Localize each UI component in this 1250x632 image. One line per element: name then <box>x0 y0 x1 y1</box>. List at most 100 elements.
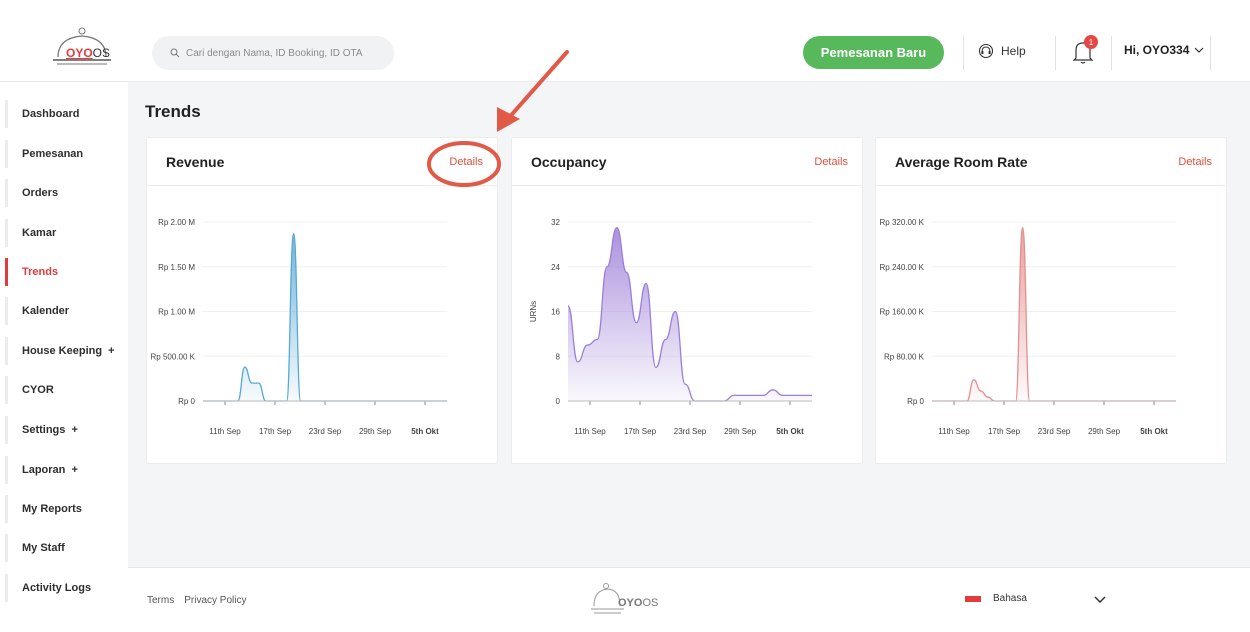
x-tick-label: 17th Sep <box>259 427 292 436</box>
card-header: Average Room Rate Details <box>876 138 1226 186</box>
search-input[interactable] <box>186 47 386 59</box>
x-tick-label: 11th Sep <box>574 427 606 436</box>
x-tick-label: 29th Sep <box>1088 427 1121 436</box>
x-tick-label: 23rd Sep <box>1038 427 1071 436</box>
x-tick-label: 23rd Sep <box>674 427 707 436</box>
sidebar-item-label: Dashboard <box>22 108 80 120</box>
occupancy-chart: 32 24 16 8 0 11th Sep 17th Sep 23rd Sep 29th Sep… <box>529 218 812 436</box>
oyo-os-logo[interactable]: OYOOS <box>48 26 128 70</box>
sidebar-item-label: Laporan + <box>22 464 78 476</box>
sidebar-item-label: Settings + <box>22 424 78 436</box>
page-title: Trends <box>145 102 201 121</box>
sidebar-item-orders[interactable]: Orders <box>5 179 128 207</box>
header-divider <box>1111 36 1112 70</box>
user-menu[interactable]: Hi, OYO334 <box>1124 43 1204 57</box>
footer-logo-os: OS <box>642 597 659 609</box>
footer-links: Terms Privacy Policy <box>147 595 246 606</box>
occupancy-card: Occupancy Details 32 24 16 8 0 11th Sep 17th S… <box>511 137 863 464</box>
average-room-rate-card: Average Room Rate Details Rp 320.00 K Rp … <box>875 137 1227 464</box>
terms-link[interactable]: Terms <box>147 595 175 606</box>
sidebar-item-house-keeping[interactable]: House Keeping + <box>5 337 128 365</box>
logo-oyo-text: OYO <box>66 46 93 60</box>
y-tick-label: Rp 0 <box>907 397 924 406</box>
sidebar-item-activity-logs[interactable]: Activity Logs <box>5 574 128 602</box>
new-booking-button[interactable]: Pemesanan Baru <box>803 36 944 69</box>
sidebar-item-label: House Keeping + <box>22 345 115 357</box>
card-title: Average Room Rate <box>895 153 1028 170</box>
sidebar-item-laporan[interactable]: Laporan + <box>5 456 128 484</box>
x-tick-label: 11th Sep <box>938 427 970 436</box>
chevron-down-icon <box>1194 47 1204 53</box>
x-tick-label: 17th Sep <box>624 427 657 436</box>
sidebar-item-settings[interactable]: Settings + <box>5 416 128 444</box>
y-tick-label: Rp 500.00 K <box>151 352 196 361</box>
headset-icon <box>978 43 994 59</box>
y-tick-label: Rp 80.00 K <box>884 352 925 361</box>
header-divider <box>1055 36 1056 70</box>
series-area <box>203 233 447 401</box>
y-tick-label: Rp 2.00 M <box>158 218 195 227</box>
logo-os-text: OS <box>92 46 111 60</box>
series-area <box>932 227 1176 401</box>
footer-logo-icon <box>591 583 624 614</box>
y-tick-label: 16 <box>551 308 560 317</box>
user-greeting: Hi, OYO334 <box>1124 43 1190 57</box>
x-tick-label: 11th Sep <box>209 427 241 436</box>
notification-bell-icon[interactable] <box>1071 38 1095 66</box>
privacy-policy-link[interactable]: Privacy Policy <box>184 595 247 606</box>
x-tick-label: 5th Okt <box>411 427 439 436</box>
bell-logo-icon <box>53 27 111 65</box>
y-tick-label: 32 <box>551 218 560 227</box>
sidebar-item-pemesanan[interactable]: Pemesanan <box>5 140 128 168</box>
sidebar-item-kamar[interactable]: Kamar <box>5 219 128 247</box>
flag-icon <box>965 595 981 602</box>
sidebar: Dashboard Pemesanan Orders Kamar Trends … <box>0 82 128 632</box>
chevron-down-icon[interactable] <box>1094 596 1106 604</box>
sidebar-item-label: My Staff <box>22 542 65 554</box>
details-link[interactable]: Details <box>814 155 848 168</box>
x-tick-label: 23rd Sep <box>309 427 342 436</box>
sidebar-item-my-reports[interactable]: My Reports <box>5 495 128 523</box>
sidebar-item-trends[interactable]: Trends <box>5 258 128 286</box>
search-box[interactable] <box>152 36 394 70</box>
footer: Terms Privacy Policy OYOOS Bahasa <box>128 567 1250 632</box>
revenue-chart: Rp 2.00 M Rp 1.50 M Rp 1.00 M Rp 500.00 K Rp… <box>151 218 447 436</box>
header-divider <box>963 36 964 70</box>
y-tick-label: Rp 1.50 M <box>158 263 195 272</box>
sidebar-item-dashboard[interactable]: Dashboard <box>5 100 128 128</box>
sidebar-item-my-staff[interactable]: My Staff <box>5 534 128 562</box>
x-tick-label: 17th Sep <box>988 427 1021 436</box>
series-line <box>567 226 812 402</box>
y-tick-label: 24 <box>551 263 560 272</box>
sidebar-item-label: Kalender <box>22 305 70 317</box>
card-header: Revenue Details <box>147 138 497 186</box>
card-header: Occupancy Details <box>512 138 862 186</box>
footer-logo-text: OYOOS <box>618 597 658 609</box>
y-tick-label: 8 <box>556 352 561 361</box>
sidebar-item-kalender[interactable]: Kalender <box>5 297 128 325</box>
sidebar-item-label: Activity Logs <box>22 582 92 594</box>
y-axis-label: URNs <box>529 301 538 322</box>
sidebar-item-label: Kamar <box>22 227 57 239</box>
y-tick-label: Rp 1.00 M <box>158 308 195 317</box>
series-area <box>568 227 812 401</box>
x-tick-label: 29th Sep <box>724 427 757 436</box>
revenue-card: Revenue Details Rp 2.00 M Rp 1.50 M Rp 1.0… <box>146 137 498 464</box>
card-title: Revenue <box>166 153 225 170</box>
sidebar-item-cyor[interactable]: CYOR <box>5 376 128 404</box>
sidebar-item-label: CYOR <box>22 384 54 396</box>
language-selector[interactable]: Bahasa <box>965 593 1027 604</box>
series-line <box>932 226 1176 402</box>
sidebar-item-label: My Reports <box>22 503 82 515</box>
footer-logo-oyo: OYO <box>618 597 643 609</box>
details-link[interactable]: Details <box>1178 155 1212 168</box>
help-label: Help <box>1001 44 1026 58</box>
y-tick-label: Rp 160.00 K <box>880 308 925 317</box>
y-tick-label: Rp 240.00 K <box>880 263 925 272</box>
x-tick-label: 5th Okt <box>1140 427 1168 436</box>
sidebar-item-label: Orders <box>22 187 59 199</box>
help-button[interactable]: Help <box>978 43 1026 59</box>
details-link[interactable]: Details <box>449 155 483 168</box>
average-room-rate-chart: Rp 320.00 K Rp 240.00 K Rp 160.00 K Rp 80.0… <box>880 218 1176 436</box>
y-tick-label: Rp 0 <box>178 397 195 406</box>
